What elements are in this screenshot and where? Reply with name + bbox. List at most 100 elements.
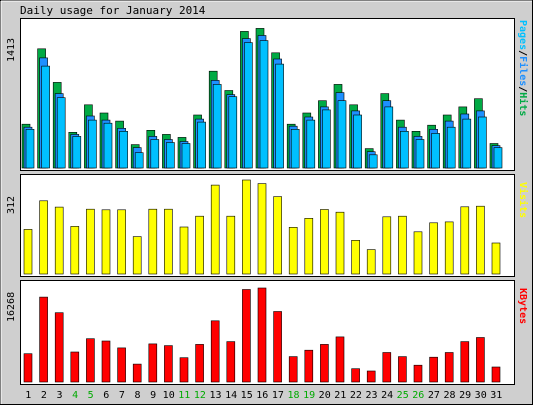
- pages-bar-day-31: [493, 147, 503, 169]
- visits-bar-day-31: [491, 242, 501, 275]
- pages-bar-day-22: [353, 114, 362, 169]
- visits-bar-day-13: [210, 184, 220, 275]
- day-label-13: 13: [209, 390, 221, 401]
- kbytes-bar-day-29: [460, 341, 470, 383]
- visits-bar-day-3: [54, 206, 64, 275]
- pages-bar-day-13: [212, 84, 222, 169]
- day-label-5: 5: [88, 390, 94, 401]
- day-label-26: 26: [412, 390, 424, 401]
- visits-bar-day-2: [39, 200, 48, 275]
- day-label-29: 29: [459, 390, 471, 401]
- day-label-15: 15: [241, 390, 253, 401]
- kbytes-ymax-label: 16268: [6, 292, 17, 322]
- pages-bar-day-3: [56, 97, 66, 169]
- hits-ymax-label: 1413: [6, 38, 17, 62]
- pages-bar-day-20: [322, 109, 331, 169]
- kbytes-bar-day-12: [195, 344, 204, 383]
- kbytes-bar-day-27: [429, 356, 438, 383]
- pages-bar-day-9: [150, 139, 160, 169]
- pages-bar-day-16: [259, 40, 269, 169]
- kbytes-bar-day-9: [148, 343, 158, 383]
- pages-bar-day-25: [400, 131, 409, 169]
- day-label-21: 21: [334, 390, 346, 401]
- pages-bar-day-26: [415, 139, 425, 169]
- visits-bar-day-5: [86, 208, 95, 275]
- visits-bar-day-16: [257, 183, 267, 275]
- pages-bar-day-21: [337, 100, 347, 169]
- visits-bar-day-15: [242, 179, 251, 275]
- day-label-27: 27: [428, 390, 440, 401]
- visits-bar-day-30: [476, 205, 485, 275]
- kbytes-bar-day-8: [132, 363, 142, 383]
- pages-bar-day-27: [431, 133, 440, 169]
- pages-bar-day-14: [228, 96, 238, 169]
- kbytes-bar-day-15: [242, 289, 251, 383]
- pages-bar-day-1: [25, 129, 35, 169]
- visits-bar-day-23: [366, 249, 376, 275]
- kbytes-bar-day-1: [23, 353, 33, 383]
- kbytes-bar-day-20: [320, 344, 329, 383]
- kbytes-bar-day-17: [273, 311, 282, 383]
- day-label-25: 25: [397, 390, 409, 401]
- day-label-23: 23: [365, 390, 377, 401]
- day-label-18: 18: [287, 390, 299, 401]
- kbytes-bar-day-6: [101, 340, 111, 383]
- day-label-20: 20: [319, 390, 331, 401]
- visits-bar-day-17: [273, 196, 282, 275]
- kbytes-bar-day-23: [366, 370, 376, 383]
- day-label-8: 8: [134, 390, 140, 401]
- visits-bar-day-4: [70, 226, 80, 275]
- day-label-30: 30: [475, 390, 487, 401]
- kbytes-bar-day-5: [86, 338, 95, 383]
- visits-bar-day-25: [398, 215, 407, 275]
- day-label-24: 24: [381, 390, 393, 401]
- day-label-1: 1: [25, 390, 31, 401]
- legend-sep2: /: [517, 86, 528, 92]
- legend-pages: Pages: [517, 20, 528, 50]
- day-label-2: 2: [41, 390, 47, 401]
- visits-bar-day-6: [101, 209, 111, 275]
- pages-bar-day-5: [88, 119, 97, 169]
- visits-bar-day-10: [164, 208, 173, 275]
- pages-bar-day-2: [41, 65, 50, 169]
- day-label-16: 16: [256, 390, 268, 401]
- pages-bar-day-15: [244, 42, 253, 169]
- visits-bar-day-19: [304, 218, 314, 275]
- visits-bar-day-11: [179, 226, 189, 275]
- day-label-28: 28: [443, 390, 455, 401]
- kbytes-bar-day-24: [382, 352, 392, 383]
- pages-bar-day-8: [134, 152, 144, 169]
- visits-bar-day-12: [195, 215, 204, 275]
- visits-bar-day-18: [288, 227, 298, 275]
- day-label-17: 17: [272, 390, 284, 401]
- kbytes-bar-day-10: [164, 345, 173, 383]
- legend-top: Pages/Files/Hits: [517, 20, 529, 116]
- visits-bar-day-27: [429, 222, 438, 275]
- visits-bar-day-28: [444, 221, 454, 275]
- day-label-9: 9: [150, 390, 156, 401]
- kbytes-bar-day-2: [39, 296, 48, 383]
- day-label-10: 10: [163, 390, 175, 401]
- chart-title: Daily usage for January 2014: [20, 4, 206, 17]
- legend-sep1: /: [517, 50, 528, 56]
- kbytes-bar-day-4: [70, 351, 80, 383]
- visits-bar-day-9: [148, 208, 158, 275]
- visits-bar-day-1: [23, 229, 33, 275]
- kbytes-bar-day-19: [304, 349, 314, 383]
- day-label-11: 11: [178, 390, 190, 401]
- kbytes-bar-day-11: [179, 357, 189, 383]
- day-label-12: 12: [194, 390, 206, 401]
- kbytes-bar-day-21: [335, 336, 345, 383]
- visits-bar-day-29: [460, 206, 470, 275]
- day-label-31: 31: [490, 390, 502, 401]
- day-label-3: 3: [56, 390, 62, 401]
- kbytes-bar-day-28: [444, 352, 454, 383]
- pages-bar-day-4: [72, 136, 82, 169]
- legend-visits: Visits: [517, 182, 529, 218]
- legend-hits: Hits: [517, 92, 529, 116]
- visits-bar-day-14: [226, 215, 236, 275]
- day-label-14: 14: [225, 390, 237, 401]
- day-label-4: 4: [72, 390, 78, 401]
